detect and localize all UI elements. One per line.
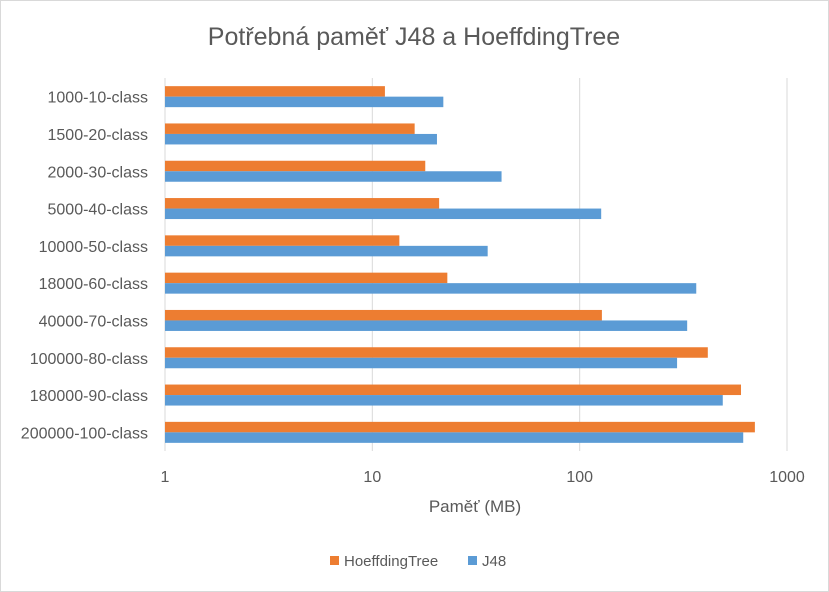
category-label: 2000-30-class [48, 164, 149, 181]
j48-bar [165, 395, 723, 406]
category-label: 18000-60-class [39, 276, 148, 293]
legend-label: J48 [482, 553, 506, 570]
j48-bar [165, 432, 744, 443]
legend-label: HoeffdingTree [344, 553, 438, 570]
category-label: 40000-70-class [39, 313, 148, 330]
chart-title: Potřebná paměť J48 a HoeffdingTree [208, 23, 620, 51]
j48-bar [165, 96, 444, 108]
category-label: 100000-80-class [30, 351, 148, 368]
j48-bar [165, 357, 678, 369]
hoeffdingtree-bar [165, 235, 400, 246]
j48-bar [165, 171, 502, 182]
category-labels: 1000-10-class 1500-20-class 2000-30-class 5… [21, 90, 148, 443]
hoeffdingtree-bar [165, 347, 708, 358]
j48-bar [165, 283, 697, 294]
category-label: 200000-100-class [21, 425, 148, 442]
category-label: 1500-20-class [48, 127, 149, 144]
hoeffdingtree-bar [165, 198, 440, 209]
bars [165, 86, 755, 443]
category-label: 180000-90-class [30, 388, 148, 405]
j48-bar [165, 320, 688, 331]
hoeffdingtree-bar [165, 272, 448, 284]
legend: HoeffdingTree J48 [330, 553, 506, 570]
category-label: 5000-40-class [48, 202, 149, 219]
j48-bar [165, 133, 437, 145]
hoeffdingtree-bar [165, 384, 742, 396]
hoeffdingtree-bar [165, 86, 385, 97]
hoeffdingtree-bar [165, 123, 415, 134]
legend-swatch [330, 556, 339, 565]
x-tick-label: 1 [161, 469, 170, 486]
x-tick-label: 100 [566, 469, 593, 486]
category-label: 1000-10-class [48, 90, 149, 107]
j48-bar [165, 208, 602, 220]
x-axis-title: Paměť (MB) [429, 497, 521, 516]
category-label: 10000-50-class [39, 239, 148, 256]
j48-bar [165, 245, 488, 257]
hoeffdingtree-bar [165, 421, 755, 433]
x-tick-label: 1000 [769, 469, 805, 486]
legend-swatch [468, 556, 477, 565]
hoeffdingtree-bar [165, 309, 602, 321]
hoeffdingtree-bar [165, 160, 426, 172]
x-tick-labels: 1 10 100 1000 [161, 469, 805, 486]
x-tick-label: 10 [363, 469, 381, 486]
